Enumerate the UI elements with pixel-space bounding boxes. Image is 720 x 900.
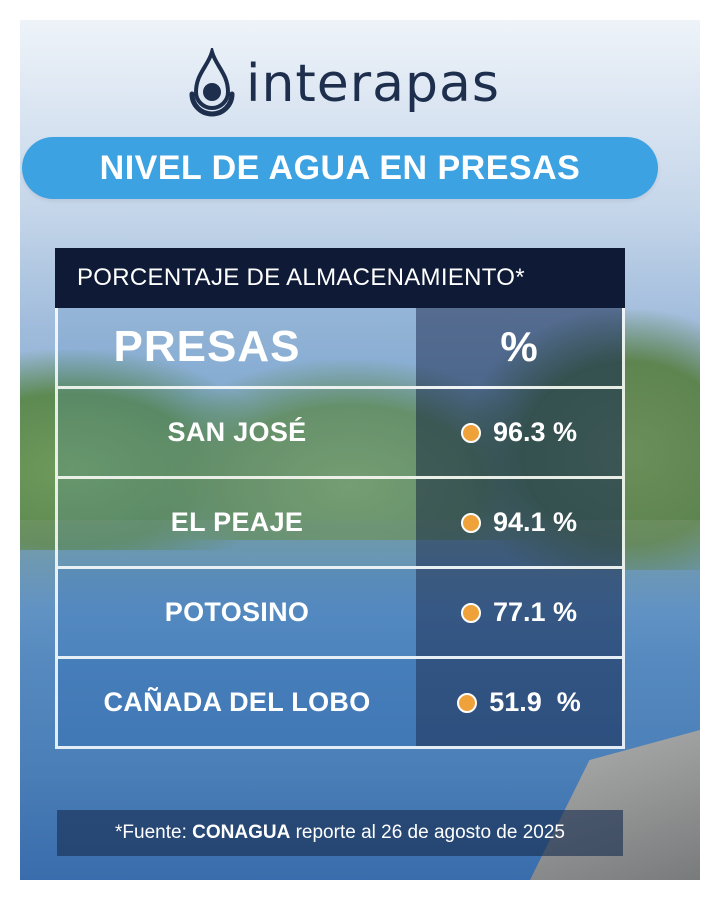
dam-percent-cell: 94.1 % [416, 479, 622, 566]
dam-percent: 94.1 % [492, 507, 578, 537]
dam-percent: 51.9 % [489, 687, 581, 717]
source-footer: *Fuente: CONAGUA reporte al 26 de agosto… [57, 810, 623, 856]
table-row: POTOSINO 77.1 % [58, 569, 622, 659]
table-body: PRESAS % SAN JOSÉ 96.3 % EL PEAJE 94.1 % [55, 308, 625, 749]
column-header-dams: PRESAS [113, 322, 301, 371]
source-suffix: reporte al 26 de agosto de 2025 [290, 822, 565, 843]
source-prefix: *Fuente: [115, 822, 193, 843]
brand-name: interapas [246, 54, 500, 114]
column-header-cell-dams: PRESAS [58, 308, 416, 386]
dam-name: CAÑADA DEL LOBO [103, 687, 371, 717]
status-dot-icon [460, 422, 481, 443]
status-dot-icon [457, 692, 478, 713]
table-row: EL PEAJE 94.1 % [58, 479, 622, 569]
storage-table: PORCENTAJE DE ALMACENAMIENTO* PRESAS % S… [55, 248, 625, 749]
dam-percent: 77.1 % [492, 597, 578, 627]
dam-percent: 96.3 % [492, 417, 578, 447]
source-note: *Fuente: CONAGUA reporte al 26 de agosto… [115, 822, 565, 844]
table-header-row: PRESAS % [58, 308, 622, 389]
status-dot-icon [460, 512, 481, 533]
source-agency: CONAGUA [192, 822, 291, 843]
dam-name-cell: EL PEAJE [58, 479, 416, 566]
status-dot-icon [460, 602, 481, 623]
dam-percent-cell: 77.1 % [416, 569, 622, 656]
column-header-percent: % [500, 323, 538, 370]
dam-name: SAN JOSÉ [167, 417, 307, 447]
column-header-cell-percent: % [416, 308, 622, 386]
brand-logo: interapas [186, 44, 506, 124]
table-caption: PORCENTAJE DE ALMACENAMIENTO* [77, 264, 525, 291]
table-caption-bar: PORCENTAJE DE ALMACENAMIENTO* [55, 248, 625, 308]
table-row: CAÑADA DEL LOBO 51.9 % [58, 659, 622, 749]
dam-name-cell: SAN JOSÉ [58, 389, 416, 476]
dam-name-cell: CAÑADA DEL LOBO [58, 659, 416, 746]
water-drop-logo-icon [189, 48, 235, 117]
table-row: SAN JOSÉ 96.3 % [58, 389, 622, 479]
title-banner: NIVEL DE AGUA EN PRESAS [22, 137, 658, 199]
dam-name-cell: POTOSINO [58, 569, 416, 656]
dam-percent-cell: 51.9 % [416, 659, 622, 746]
page-title: NIVEL DE AGUA EN PRESAS [99, 148, 581, 187]
dam-name: EL PEAJE [170, 507, 304, 537]
dam-percent-cell: 96.3 % [416, 389, 622, 476]
dam-name: POTOSINO [164, 597, 310, 627]
